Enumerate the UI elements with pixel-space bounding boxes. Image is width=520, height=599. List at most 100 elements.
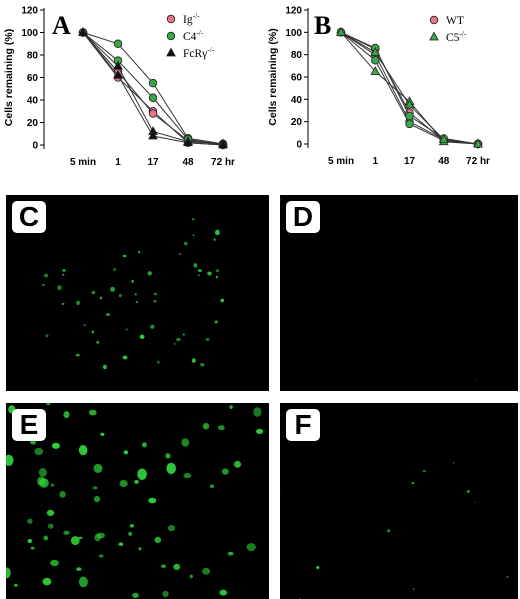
cell-spot <box>191 358 196 363</box>
data-point <box>405 111 414 121</box>
cell-spot <box>135 300 138 304</box>
cell-spot <box>96 340 100 344</box>
series-2 <box>336 28 483 149</box>
data-point <box>405 119 414 129</box>
cell-spot <box>280 489 281 491</box>
cell-spot <box>6 454 14 466</box>
cell-spot <box>13 584 18 587</box>
y-tick-label: 100 <box>285 28 302 39</box>
cell-spot <box>78 576 88 588</box>
data-point <box>336 27 346 36</box>
cell-spot <box>113 268 117 271</box>
cell-spot <box>70 536 80 546</box>
legend-marker <box>166 31 176 41</box>
cell-spot <box>129 524 134 528</box>
cell-spot <box>76 300 80 305</box>
cell-spot <box>110 286 115 292</box>
legend-marker <box>429 15 439 25</box>
cell-spot <box>43 273 49 278</box>
data-point <box>218 139 228 149</box>
cell-spot <box>157 360 160 364</box>
cell-spot <box>123 450 129 455</box>
cell-spot <box>38 468 47 477</box>
legend-marker <box>166 47 176 57</box>
cell-spot <box>220 298 225 303</box>
legend-marker <box>429 31 439 41</box>
y-axis-label: Cells remaining (%) <box>267 28 279 125</box>
cell-spot <box>118 294 122 297</box>
cell-spot <box>216 269 219 273</box>
series-4 <box>78 27 228 148</box>
data-point <box>370 47 381 56</box>
x-tick-label: 48 <box>182 157 194 168</box>
cell-spot <box>474 380 476 381</box>
cell-spot <box>6 567 11 579</box>
cell-spot <box>205 338 210 341</box>
cell-spot <box>142 442 147 448</box>
cell-spot <box>246 543 256 552</box>
cell-spot <box>192 218 195 221</box>
cell-spot <box>27 518 33 524</box>
y-tick-label: 120 <box>285 6 302 17</box>
y-tick-label: 100 <box>21 28 38 39</box>
cell-spot <box>253 407 262 417</box>
cell-spot <box>99 296 103 300</box>
cell-spot <box>83 449 88 454</box>
data-point <box>371 56 380 65</box>
cell-spot <box>42 577 52 586</box>
cell-spot <box>46 403 51 406</box>
cell-spot <box>91 330 95 334</box>
y-tick-label: 40 <box>291 95 303 106</box>
cell-spot <box>202 422 210 430</box>
data-point <box>148 93 158 102</box>
micrograph-panel-f: F <box>280 403 518 599</box>
y-tick-label: 40 <box>27 96 39 107</box>
cell-spot <box>122 254 127 258</box>
data-point <box>113 69 123 79</box>
y-tick-label: 80 <box>291 50 303 61</box>
micrograph-panel-e: E <box>6 403 269 599</box>
cell-spot <box>316 566 320 569</box>
cell-spot <box>182 333 185 336</box>
y-axis-label: Cells remaining (%) <box>3 29 15 126</box>
cell-spot <box>154 536 162 543</box>
y-tick-label: 60 <box>291 73 303 84</box>
cell-spot <box>221 468 229 475</box>
fluorescence-spots <box>280 430 509 599</box>
legend: WT C5-/- <box>429 15 467 44</box>
cell-spot <box>184 241 188 246</box>
cell-spot <box>181 438 190 447</box>
cell-spot <box>193 263 198 268</box>
cell-spot <box>153 300 157 303</box>
cell-spot <box>30 546 35 550</box>
cell-spot <box>134 480 139 484</box>
cell-spot <box>219 589 228 596</box>
cell-spot <box>37 476 46 486</box>
cell-spot <box>173 563 181 570</box>
x-tick-label: 72 hr <box>466 156 490 167</box>
data-point <box>113 60 123 70</box>
x-tick-label: 72 hr <box>211 157 235 168</box>
cell-spot <box>166 462 176 475</box>
cell-spot <box>165 453 171 459</box>
cell-spot <box>51 442 60 449</box>
cell-spot <box>452 462 455 464</box>
cell-spot <box>93 463 103 473</box>
fluorescence-spots <box>42 218 225 370</box>
y-tick-label: 80 <box>27 51 39 62</box>
cell-spot <box>178 253 182 255</box>
cell-spot <box>57 285 62 291</box>
cell-spot <box>100 432 105 436</box>
data-point <box>370 66 381 75</box>
cell-spot <box>94 533 101 542</box>
series-4 <box>336 27 483 148</box>
cell-spot <box>209 484 215 488</box>
cell-spot <box>88 409 97 416</box>
data-point <box>404 99 415 109</box>
cell-spot <box>139 334 145 339</box>
cell-spot <box>467 490 470 493</box>
cell-spot <box>148 497 157 504</box>
y-tick-label: 0 <box>296 140 302 151</box>
x-tick-label: 1 <box>115 157 121 168</box>
cell-spot <box>98 554 104 558</box>
